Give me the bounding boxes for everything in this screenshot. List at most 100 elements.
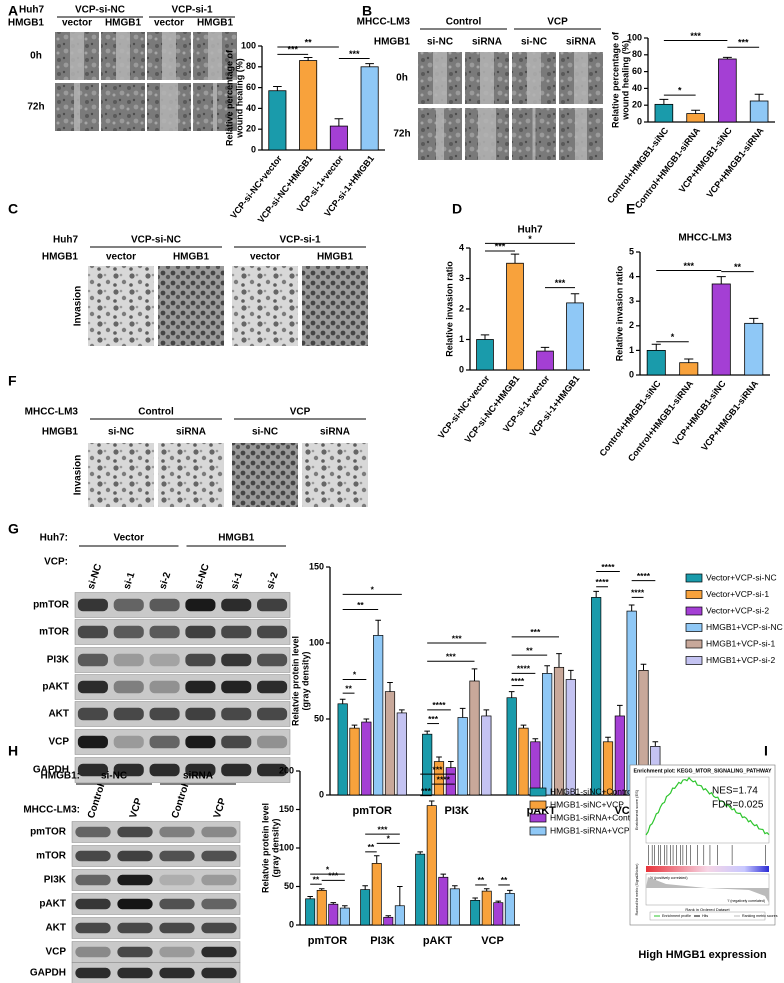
wound-gap	[160, 83, 178, 131]
blot-header: MHCC-LM3:	[23, 805, 80, 816]
lane-label: si-NC	[521, 37, 547, 48]
y-axis-label: Relative invasion ratio	[614, 265, 624, 361]
es-plot	[645, 776, 770, 844]
fdr-label: FDR=0.025	[712, 800, 764, 811]
significance: ***	[690, 31, 701, 41]
blot-header: VCP:	[44, 557, 68, 568]
wound-gap	[480, 52, 494, 104]
bar	[360, 66, 379, 151]
y-tick-label: 50	[284, 881, 294, 891]
significance: *	[671, 332, 675, 342]
blot-band	[113, 680, 144, 694]
lane-label: vector	[154, 18, 184, 29]
gsea-title: Enrichment plot: KEGG_MTOR_SIGNALING_PAT…	[633, 768, 772, 774]
factor-label: HMGB1	[42, 252, 79, 263]
error-bar	[436, 756, 442, 762]
x-tick-label: VCP+HMGB1-siRNA	[699, 378, 760, 453]
micrograph	[88, 443, 154, 507]
x-tick-label: Control+HMGB1-siRNA	[626, 378, 696, 463]
lane-label: si-NC	[86, 562, 105, 590]
error-bar	[339, 698, 346, 704]
bar	[481, 890, 492, 926]
y-tick-label: 0	[289, 919, 294, 929]
significance: ***	[495, 241, 506, 251]
blot-band	[201, 898, 237, 910]
bar	[470, 900, 481, 926]
blot-band	[149, 625, 180, 639]
error-bar	[452, 885, 458, 889]
blot-band	[75, 898, 111, 910]
row-label: 72h	[27, 102, 44, 113]
blot-band	[257, 763, 288, 777]
blot-strip	[71, 821, 241, 843]
significance: **	[345, 683, 352, 693]
significance: ****	[517, 664, 531, 674]
blot-band	[117, 898, 153, 910]
cell-line-label: MHCC-LM3	[25, 407, 79, 418]
significance: *	[528, 234, 532, 244]
bar	[711, 283, 731, 376]
blot-band	[185, 625, 216, 639]
blot-band	[113, 763, 144, 777]
micrograph	[158, 266, 224, 346]
y-tick-label: 40	[246, 103, 256, 113]
significance: *	[371, 585, 375, 595]
gsea-note: 'h' (positively correlated)	[650, 876, 688, 880]
cell-line-label: MHCC-LM3	[357, 17, 411, 28]
blot-band	[201, 967, 237, 979]
significance: **	[305, 37, 313, 47]
lane-label: HMGB1	[173, 252, 210, 263]
lane-label: Control	[170, 782, 192, 819]
wound-gap	[532, 108, 536, 160]
error-bar	[532, 738, 539, 742]
blot-band	[113, 598, 144, 612]
error-bar	[385, 915, 392, 918]
error-bar	[593, 590, 600, 598]
significance: ****	[601, 562, 615, 572]
wound-gap	[433, 52, 447, 104]
y-tick-label: 80	[632, 49, 642, 59]
micrograph	[232, 266, 298, 346]
blot-strip	[71, 893, 241, 915]
error-bar	[716, 276, 726, 284]
blot-strip	[74, 674, 291, 700]
y-tick-label: 100	[309, 637, 324, 647]
panel-letter: C	[8, 201, 18, 217]
blot-band	[257, 680, 288, 694]
blot-header: HMGB1:	[41, 771, 80, 782]
bar	[360, 889, 371, 926]
blot-band	[113, 653, 144, 667]
micrograph	[302, 443, 368, 507]
error-bar	[318, 888, 325, 891]
panel-letter: D	[452, 201, 462, 217]
bar	[654, 103, 674, 123]
blot-band	[221, 763, 252, 777]
blot-band	[159, 922, 195, 934]
blot-strip	[74, 592, 291, 618]
row-label: 0h	[30, 51, 42, 62]
protein-label: mTOR	[36, 851, 67, 862]
row-label: 72h	[393, 129, 410, 140]
group-label: Vector	[113, 533, 144, 544]
wound-gap	[436, 108, 444, 160]
wound-gap	[478, 108, 496, 160]
wound-gap	[70, 32, 84, 80]
error-bar	[659, 98, 669, 105]
protein-label: pAKT	[42, 682, 69, 693]
x-tick-label: Control+HMGB1-siNC	[597, 378, 663, 458]
x-tick-label: pmTOR	[308, 935, 348, 947]
y-tick-label: 0	[251, 144, 256, 154]
panel-letter: B	[362, 3, 372, 19]
panel-letter: A	[8, 3, 18, 19]
blot-band	[185, 680, 216, 694]
blot-band	[159, 946, 195, 958]
significance: ****	[432, 700, 446, 710]
blot-band	[113, 735, 144, 749]
y-tick-label: 20	[246, 124, 256, 134]
blot-band	[257, 707, 288, 721]
significance: ***	[452, 633, 463, 643]
blot-band	[77, 707, 108, 721]
bar	[373, 635, 384, 796]
bar	[337, 703, 348, 796]
micrograph	[232, 443, 298, 507]
